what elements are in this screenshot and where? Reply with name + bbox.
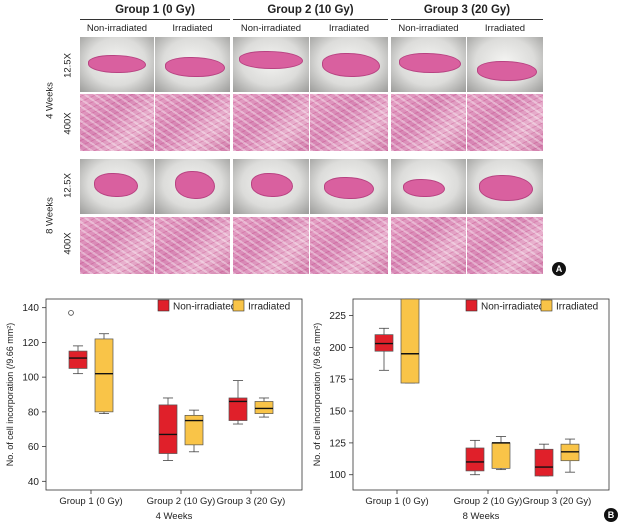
panel-b-badge: B <box>604 508 618 522</box>
box-outlier <box>68 310 74 316</box>
magnification-label: 12.5X <box>62 53 74 78</box>
box-body <box>374 334 394 352</box>
legend-label: Irradiated <box>556 302 598 313</box>
y-tick-label: 225 <box>329 311 346 322</box>
panel-a-badge: A <box>552 262 566 276</box>
y-tick-label: 200 <box>329 343 346 354</box>
micrograph-tile <box>80 37 154 92</box>
magnification-label: 400X <box>62 232 74 255</box>
micrograph-tile <box>155 159 230 214</box>
group-2-rule <box>233 19 388 20</box>
micrograph-tile <box>391 94 466 151</box>
box-body <box>465 447 485 472</box>
box-body <box>254 401 274 414</box>
y-tick-label: 100 <box>22 373 39 384</box>
plot-frame <box>352 298 610 491</box>
micrograph-tile <box>391 159 466 214</box>
micrograph-tile <box>233 159 309 214</box>
box-body <box>94 338 114 413</box>
timepoint-label: 8 Weeks <box>44 197 56 234</box>
micrograph-tile <box>80 159 154 214</box>
column-label: Non-irradiated <box>240 23 302 34</box>
micrograph-tile <box>80 217 154 274</box>
legend-swatch <box>465 299 478 312</box>
box-body <box>534 448 554 477</box>
y-tick-label: 100 <box>329 470 346 481</box>
y-tick-label: 80 <box>28 407 40 418</box>
column-label: Irradiated <box>328 23 370 34</box>
legend-swatch <box>540 299 553 312</box>
group-3-rule <box>391 19 543 20</box>
x-axis-label: 8 Weeks <box>463 511 500 522</box>
y-tick-label: 140 <box>22 303 39 314</box>
group-2-title: Group 2 (10 Gy) <box>267 4 354 16</box>
magnification-label: 400X <box>62 112 74 135</box>
box-body <box>68 350 88 369</box>
micrograph-tile <box>467 217 543 274</box>
micrograph-tile <box>233 37 309 92</box>
y-axis-label: No. of cell incorporation (/9.66 mm²) <box>312 323 322 467</box>
x-tick-label: Group 3 (20 Gy) <box>523 496 592 507</box>
magnification-label: 12.5X <box>62 173 74 198</box>
group-1-rule <box>80 19 230 20</box>
micrograph-tile <box>155 37 230 92</box>
column-label: Non-irradiated <box>398 23 459 34</box>
x-tick-label: Group 2 (10 Gy) <box>147 496 216 507</box>
micrograph-tile <box>155 217 230 274</box>
legend-swatch <box>232 299 245 312</box>
plot-frame <box>45 298 303 491</box>
box-body <box>560 443 580 462</box>
group-1-title: Group 1 (0 Gy) <box>115 4 195 16</box>
micrograph-tile <box>467 37 543 92</box>
legend-swatch <box>157 299 170 312</box>
micrograph-tile <box>310 37 388 92</box>
y-axis-label: No. of cell incorporation (/9.66 mm²) <box>5 323 15 467</box>
box-body <box>491 442 511 469</box>
column-label: Non-irradiated <box>86 23 148 34</box>
legend-label: Non-irradiated <box>481 302 544 313</box>
box-body <box>158 404 178 454</box>
x-tick-label: Group 1 (0 Gy) <box>59 496 122 507</box>
micrograph-tile <box>233 217 309 274</box>
y-tick-label: 125 <box>329 438 346 449</box>
group-3-title: Group 3 (20 Gy) <box>423 4 511 16</box>
micrograph-tile <box>310 159 388 214</box>
column-label: Irradiated <box>484 23 526 34</box>
y-tick-label: 120 <box>22 338 39 349</box>
micrograph-tile <box>155 94 230 151</box>
legend-label: Irradiated <box>248 302 290 313</box>
timepoint-label: 4 Weeks <box>44 82 56 119</box>
box-body <box>228 397 248 421</box>
micrograph-tile <box>391 217 466 274</box>
box-body <box>184 414 204 446</box>
y-tick-label: 60 <box>28 442 40 453</box>
box-body <box>400 298 420 384</box>
legend-label: Non-irradiated <box>173 302 236 313</box>
micrograph-tile <box>391 37 466 92</box>
micrograph-tile <box>80 94 154 151</box>
y-tick-label: 150 <box>329 407 346 418</box>
micrograph-tile <box>310 94 388 151</box>
y-tick-label: 40 <box>28 477 40 488</box>
x-tick-label: Group 2 (10 Gy) <box>454 496 523 507</box>
x-tick-label: Group 1 (0 Gy) <box>365 496 428 507</box>
x-axis-label: 4 Weeks <box>156 511 193 522</box>
micrograph-tile <box>310 217 388 274</box>
micrograph-tile <box>467 94 543 151</box>
micrograph-tile <box>467 159 543 214</box>
y-tick-label: 175 <box>329 375 346 386</box>
micrograph-tile <box>233 94 309 151</box>
x-tick-label: Group 3 (20 Gy) <box>217 496 286 507</box>
column-label: Irradiated <box>172 23 213 34</box>
